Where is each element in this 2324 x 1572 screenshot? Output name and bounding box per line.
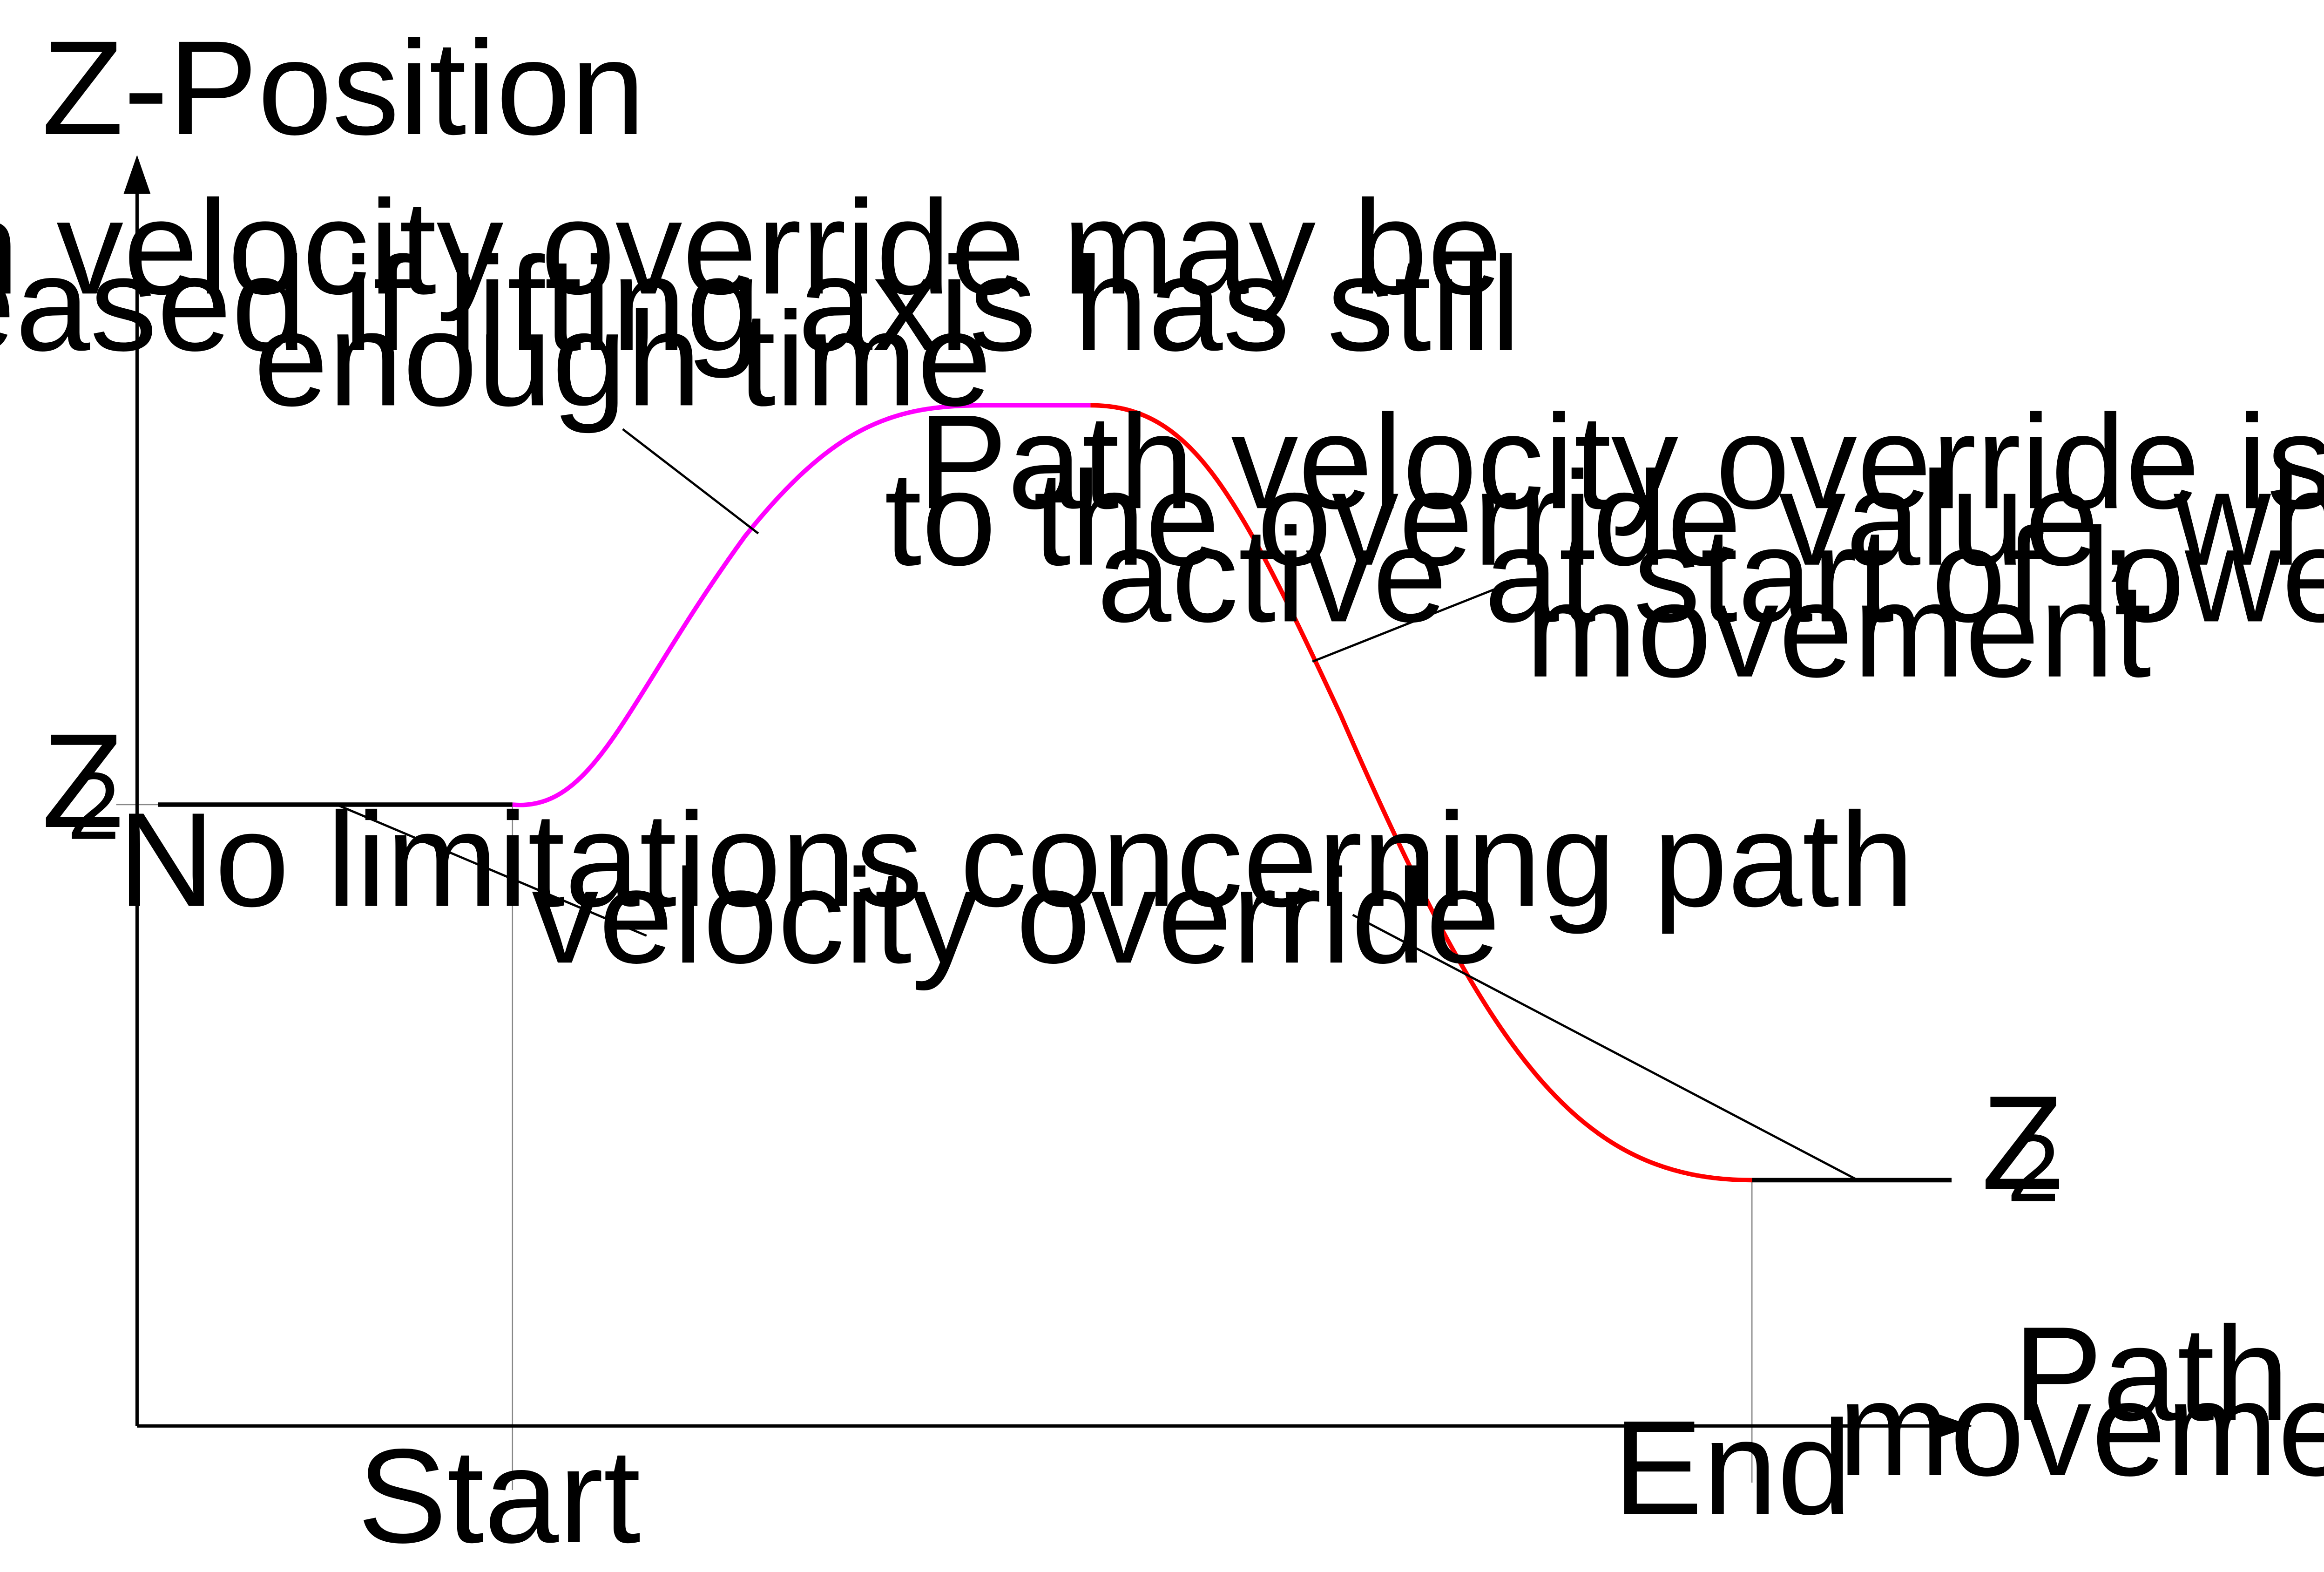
x-axis-label-line-1: Path: [2013, 1299, 2289, 1449]
no-limit-leader-right: [1352, 914, 1858, 1181]
y-axis-arrowhead: [123, 155, 151, 194]
svg-text:to the override value, which w: to the override value, which was: [885, 444, 2324, 594]
svg-text:movement: movement: [1526, 556, 2152, 705]
svg-text:Z: Z: [42, 706, 124, 856]
svg-text:active at start of lowering: active at start of lowering: [1097, 500, 2324, 650]
svg-text:increased if lifting axis has: increased if lifting axis has still: [0, 229, 1520, 379]
limited-note: Path velocity override is limited to the…: [885, 387, 2324, 705]
x-axis-arrowhead: [1933, 1412, 1973, 1440]
start-tick-label: Start: [358, 1421, 641, 1571]
end-tick-label: End: [1613, 1393, 1851, 1543]
svg-text:2: 2: [2006, 1115, 2060, 1221]
increase-note: Path velocity override may be increased …: [0, 172, 1520, 434]
svg-text:velocity override: velocity override: [532, 841, 1500, 992]
svg-text:2: 2: [67, 753, 120, 860]
svg-text:No limitations concerning path: No limitations concerning path: [118, 785, 1914, 935]
lowering-curve-segment: [1090, 403, 1752, 1183]
svg-text:enough time: enough time: [254, 284, 992, 434]
increase-note-leader: [622, 428, 759, 535]
z2-label-right: Z 2: [1981, 1068, 2063, 1222]
svg-text:Path velocity override may be: Path velocity override may be: [0, 172, 1502, 323]
z2-label-left: Z 2: [42, 706, 124, 860]
no-limit-note: No limitations concerning path velocity …: [118, 785, 1914, 992]
svg-text:Path velocity override is limi: Path velocity override is limited: [918, 387, 2324, 537]
x-axis-label-line-2: movement: [1838, 1354, 2324, 1504]
no-limit-leader-left: [336, 803, 647, 937]
svg-text:Z: Z: [1981, 1068, 2063, 1218]
y-axis-label: Z-Position: [42, 13, 645, 163]
limited-note-leader: [1312, 583, 1508, 663]
rising-curve-segment: [512, 403, 1091, 807]
